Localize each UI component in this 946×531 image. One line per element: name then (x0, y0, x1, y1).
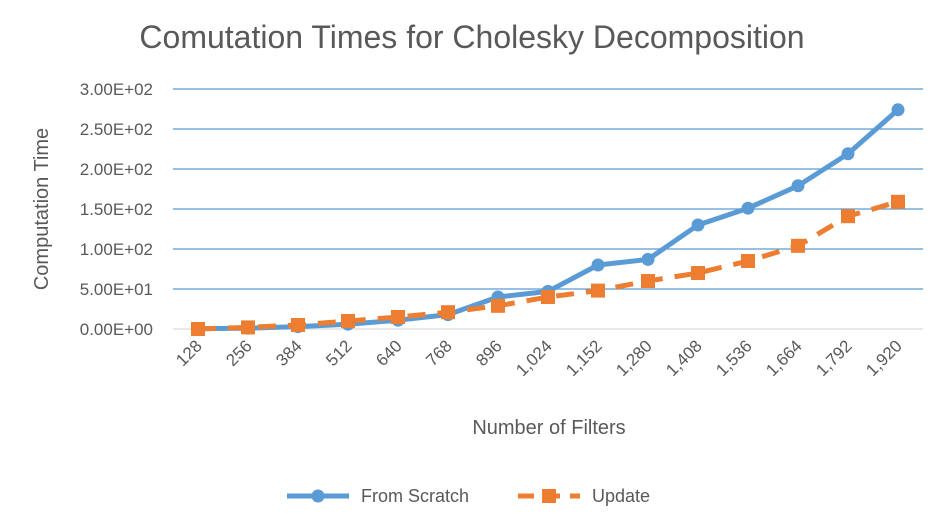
data-point-marker (741, 201, 755, 215)
x-tick-label: 384 (272, 336, 305, 369)
data-point-marker (591, 258, 605, 272)
y-axis-tick-labels: 0.00E+00 5.00E+01 1.00E+02 1.50E+02 2.00E+02… (80, 80, 153, 339)
y-tick-label: 1.50E+02 (80, 200, 153, 219)
y-tick-label: 0.00E+00 (80, 320, 153, 339)
x-tick-label: 512 (322, 336, 355, 369)
data-point-marker (241, 320, 255, 335)
data-point-marker (341, 314, 355, 328)
data-point-marker (841, 209, 855, 224)
data-point-marker (191, 322, 205, 336)
data-point-marker (541, 290, 555, 304)
x-tick-label: 1,152 (562, 336, 606, 380)
data-point-marker (441, 305, 455, 320)
x-tick-label: 1,664 (762, 336, 806, 380)
data-point-marker (391, 310, 405, 324)
data-point-marker (291, 318, 305, 332)
y-tick-label: 2.50E+02 (80, 120, 153, 139)
data-point-marker (691, 218, 705, 232)
series-update (191, 194, 905, 336)
data-point-marker (741, 254, 755, 268)
data-point-marker (841, 147, 855, 161)
y-axis-title: Computation Time (31, 128, 53, 290)
legend-item: Update (518, 486, 650, 506)
x-tick-label: 1,280 (612, 336, 656, 380)
x-tick-label: 128 (172, 336, 205, 369)
legend-label: Update (592, 486, 650, 506)
data-point-marker (791, 179, 805, 193)
x-tick-label: 1,536 (712, 336, 756, 380)
legend: From Scratch Update (287, 486, 650, 506)
gridlines (173, 88, 923, 330)
legend-item: From Scratch (287, 486, 469, 506)
data-point-marker (591, 283, 605, 298)
x-tick-label: 896 (472, 336, 505, 369)
data-point-marker (891, 194, 905, 209)
y-tick-label: 5.00E+01 (80, 280, 153, 299)
legend-label: From Scratch (361, 486, 469, 506)
legend-swatch-marker (311, 489, 325, 503)
y-tick-label: 3.00E+02 (80, 80, 153, 99)
data-point-marker (791, 238, 805, 253)
data-point-marker (641, 252, 655, 266)
x-tick-label: 1,024 (512, 336, 556, 380)
x-axis-tick-labels: 128 256 384 512 640 768 896 1,024 1,152 1,280 1,40… (172, 336, 905, 380)
legend-swatch-marker (542, 489, 556, 503)
x-tick-label: 256 (222, 336, 255, 369)
y-tick-label: 1.00E+02 (80, 240, 153, 259)
data-point-marker (491, 298, 505, 313)
series-layer (191, 103, 905, 336)
x-tick-label: 640 (372, 336, 405, 369)
data-point-marker (891, 103, 905, 117)
x-tick-label: 768 (422, 336, 455, 369)
series-line (197, 199, 899, 332)
x-tick-label: 1,408 (662, 336, 706, 380)
y-tick-label: 2.00E+02 (80, 160, 153, 179)
data-point-marker (691, 266, 705, 280)
x-tick-label: 1,920 (862, 336, 906, 380)
x-tick-label: 1,792 (812, 336, 856, 380)
chart-title: Comutation Times for Cholesky Decomposit… (139, 19, 804, 55)
data-point-marker (641, 274, 655, 288)
x-axis-title: Number of Filters (472, 417, 625, 439)
